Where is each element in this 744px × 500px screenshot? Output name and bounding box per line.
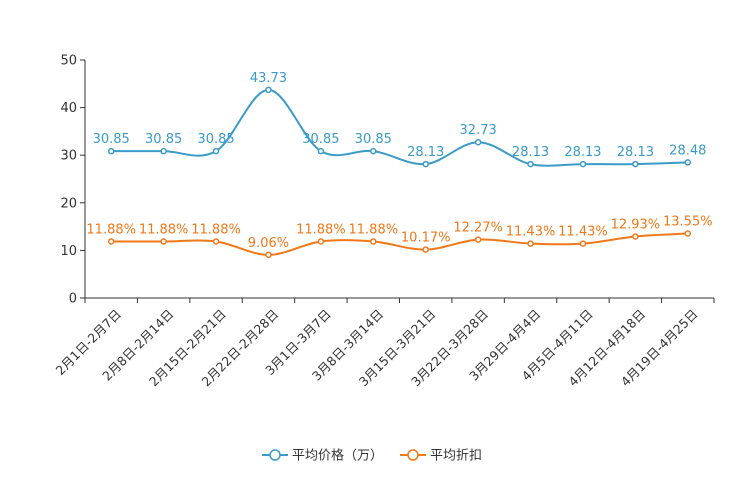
data-point[interactable] [422, 160, 429, 168]
data-point[interactable] [265, 86, 272, 94]
data-point[interactable] [212, 147, 220, 155]
data-label: 28.48 [669, 143, 706, 158]
y-tick-label: 30 [60, 149, 77, 164]
data-point[interactable] [317, 238, 325, 245]
data-label: 9.06% [248, 236, 289, 251]
data-point[interactable] [632, 233, 639, 240]
legend-marker-swatch [407, 449, 419, 461]
data-point[interactable] [684, 159, 692, 166]
data-labels: 30.85 30.85 30.85 43.73 30.85 30.85 28.13 32.73… [86, 71, 712, 251]
data-label: 30.85 [145, 132, 182, 147]
series-line-2 [111, 232, 688, 256]
data-point[interactable] [107, 238, 115, 245]
data-label: 32.73 [460, 123, 497, 138]
data-point[interactable] [212, 238, 220, 245]
legend-label: 平均价格（万） [292, 448, 383, 464]
data-point[interactable] [632, 160, 639, 168]
data-point[interactable] [107, 147, 115, 155]
data-label: 11.88% [191, 222, 241, 237]
data-label: 11.43% [506, 225, 556, 240]
data-point[interactable] [474, 138, 482, 146]
y-tick-label: 40 [60, 101, 77, 116]
data-point[interactable] [527, 160, 534, 168]
data-label: 30.85 [302, 132, 339, 147]
legend-item-1[interactable]: 平均价格（万） [262, 448, 383, 464]
data-label: 11.88% [139, 222, 189, 237]
data-label: 11.88% [349, 222, 399, 237]
data-label: 43.73 [250, 71, 287, 86]
data-point[interactable] [579, 160, 587, 168]
data-label: 11.43% [558, 225, 608, 240]
data-point[interactable] [160, 147, 167, 155]
legend[interactable]: 平均价格（万） 平均折扣 [262, 448, 482, 464]
y-tick-label: 0 [69, 292, 77, 307]
legend-label: 平均折扣 [430, 449, 482, 464]
data-label: 13.55% [663, 215, 713, 230]
y-tick-label: 10 [60, 244, 77, 259]
data-label: 28.13 [512, 145, 549, 160]
data-label: 28.13 [407, 145, 444, 160]
data-label: 11.88% [296, 222, 346, 237]
legend-marker-swatch [269, 449, 281, 461]
data-label: 30.85 [197, 132, 234, 147]
legend-item-2[interactable]: 平均折扣 [400, 449, 482, 464]
data-point[interactable] [317, 147, 325, 155]
data-point[interactable] [265, 251, 272, 259]
data-label: 28.13 [617, 145, 654, 160]
data-point[interactable] [160, 238, 167, 245]
data-point[interactable] [370, 147, 377, 155]
data-label: 30.85 [93, 132, 130, 147]
data-label: 28.13 [564, 145, 601, 160]
y-tick-label: 20 [60, 196, 77, 211]
data-point[interactable] [527, 240, 534, 247]
data-point[interactable] [684, 230, 692, 237]
data-point[interactable] [422, 246, 429, 253]
data-point[interactable] [474, 236, 482, 243]
data-points [107, 86, 692, 259]
data-label: 11.88% [86, 222, 136, 237]
data-label: 10.17% [401, 231, 451, 246]
y-tick-label: 50 [60, 54, 77, 69]
data-label: 12.27% [453, 221, 503, 236]
data-point[interactable] [579, 240, 587, 247]
data-label: 12.93% [611, 217, 661, 232]
data-label: 30.85 [355, 132, 392, 147]
data-point[interactable] [370, 238, 377, 245]
